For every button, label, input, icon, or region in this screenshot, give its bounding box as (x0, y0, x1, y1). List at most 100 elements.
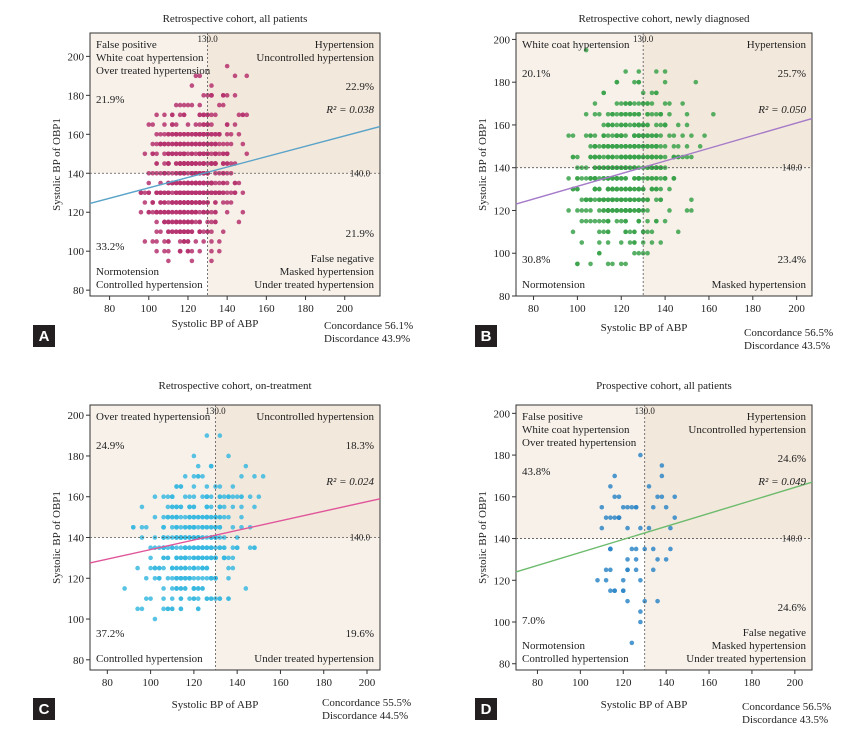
data-point (226, 514, 231, 520)
data-point (200, 586, 205, 591)
data-point (614, 111, 620, 117)
y-tick-label: 120 (68, 207, 85, 219)
data-point (189, 258, 195, 264)
data-point (632, 176, 637, 181)
data-point (232, 180, 238, 186)
data-point (623, 122, 628, 128)
data-point (645, 133, 650, 138)
data-point (165, 494, 171, 500)
data-point (627, 165, 633, 171)
data-point (658, 186, 664, 192)
data-point (197, 161, 203, 166)
data-point (191, 555, 197, 561)
data-point (154, 190, 159, 196)
data-point (667, 208, 672, 213)
data-point (169, 575, 175, 581)
data-point (174, 555, 179, 561)
data-point (158, 190, 163, 196)
data-point (173, 151, 179, 157)
data-point (217, 151, 222, 157)
data-point (181, 112, 187, 118)
data-point (649, 101, 655, 106)
data-point (592, 197, 598, 203)
data-point (236, 132, 242, 137)
data-point (154, 170, 159, 176)
data-point (230, 555, 236, 561)
data-point (162, 209, 167, 215)
data-point (239, 504, 244, 510)
data-point (239, 514, 244, 520)
data-point (197, 190, 203, 196)
data-point (658, 144, 664, 149)
data-point (201, 93, 206, 98)
data-point (236, 219, 242, 225)
data-point (618, 186, 624, 192)
data-point (177, 190, 183, 196)
discordance-label: Discordance 44.5% (322, 710, 408, 722)
data-points (138, 63, 250, 264)
data-point (200, 555, 205, 561)
data-point (185, 229, 191, 235)
plot-frame (89, 32, 381, 297)
data-point (158, 132, 163, 137)
data-point (667, 186, 672, 192)
data-point (158, 170, 163, 176)
data-point (224, 132, 230, 137)
quadrant-pct-tr: 18.3% (346, 440, 374, 452)
data-point (138, 209, 144, 215)
data-point (189, 190, 195, 196)
data-point (197, 112, 203, 118)
data-point (684, 154, 690, 160)
data-point (608, 588, 613, 594)
data-point (608, 567, 613, 573)
data-point (649, 240, 655, 245)
data-point (158, 141, 163, 147)
data-point (667, 133, 672, 138)
data-point (209, 229, 214, 235)
data-point (649, 165, 655, 171)
data-point (649, 90, 655, 96)
x-tick-label: 80 (528, 303, 540, 315)
data-point (579, 240, 585, 245)
data-point (152, 494, 158, 500)
data-point (217, 596, 223, 601)
data-point (195, 606, 201, 612)
data-point (234, 494, 240, 500)
data-point (632, 133, 637, 138)
data-point (187, 535, 192, 540)
data-point (209, 161, 214, 166)
data-point (178, 525, 184, 530)
panel-title: Prospective cohort, all patients (596, 380, 732, 392)
data-point (189, 180, 195, 186)
data-point (193, 190, 199, 196)
data-point (680, 101, 685, 106)
data-point (182, 474, 188, 479)
data-point (191, 525, 197, 530)
data-point (185, 209, 191, 215)
data-point (187, 555, 192, 561)
data-point (220, 161, 226, 166)
data-point (680, 133, 685, 138)
data-point (226, 453, 231, 459)
quadrant-pct-tl: 20.1% (522, 68, 550, 80)
data-point (252, 545, 257, 550)
data-point (181, 200, 187, 205)
data-point (239, 525, 244, 530)
data-point (627, 154, 633, 160)
data-point (217, 504, 223, 510)
data-point (629, 546, 635, 552)
panel-badge (475, 698, 497, 720)
data-point (239, 474, 244, 479)
data-point (150, 239, 156, 244)
data-point (204, 575, 210, 581)
quadrant-pct-tl: 21.9% (96, 94, 124, 106)
data-point (154, 112, 159, 118)
data-point (588, 197, 593, 203)
y-tick-label: 200 (494, 408, 511, 420)
data-point (174, 514, 179, 520)
data-point (614, 208, 620, 213)
data-point (187, 514, 192, 520)
data-point (663, 504, 669, 510)
data-point (209, 190, 214, 196)
data-point (139, 535, 145, 540)
